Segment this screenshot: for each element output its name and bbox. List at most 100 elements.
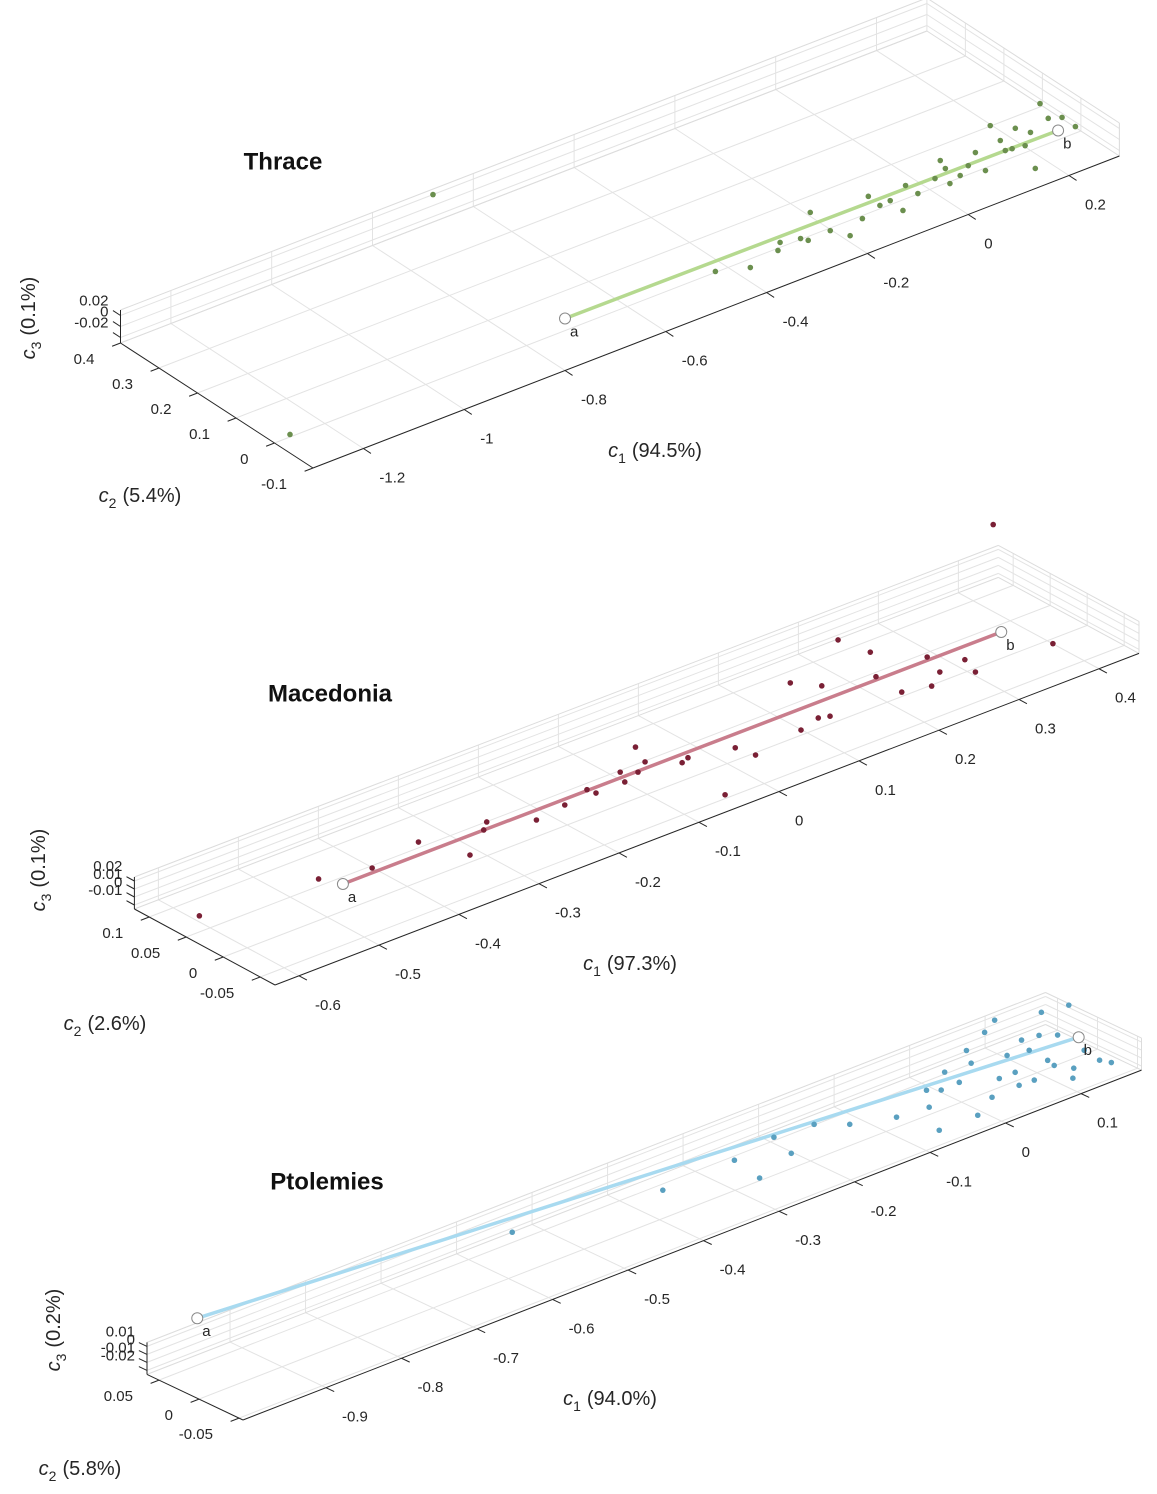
y-axis bbox=[120, 342, 314, 469]
tick-mark bbox=[698, 821, 708, 827]
point bbox=[1022, 142, 1028, 149]
tick-mark bbox=[304, 467, 314, 472]
fit-line bbox=[564, 128, 1059, 321]
point bbox=[1081, 1047, 1087, 1054]
point bbox=[787, 680, 794, 686]
point bbox=[937, 157, 944, 164]
point bbox=[722, 791, 728, 798]
point bbox=[965, 162, 972, 169]
point bbox=[815, 715, 822, 721]
x-tick-label: 0 bbox=[1022, 1144, 1030, 1161]
tick-mark bbox=[1018, 699, 1028, 705]
point bbox=[1044, 1057, 1051, 1064]
point bbox=[287, 431, 293, 438]
axis-symbol: c bbox=[43, 1361, 65, 1371]
point bbox=[893, 1114, 900, 1120]
tick-mark bbox=[463, 409, 473, 415]
grid-line bbox=[146, 1004, 1046, 1355]
grid-line bbox=[238, 868, 380, 946]
grid-line bbox=[134, 548, 999, 882]
point bbox=[797, 235, 804, 242]
tick-mark bbox=[538, 883, 548, 889]
x-tick-label: 0.2 bbox=[955, 751, 976, 768]
grid-line bbox=[238, 1067, 1138, 1419]
tick-mark bbox=[251, 976, 261, 981]
tick-mark bbox=[458, 913, 468, 920]
point bbox=[685, 754, 691, 761]
box-edge bbox=[146, 992, 1046, 1343]
point bbox=[859, 215, 866, 222]
tick-mark bbox=[618, 852, 628, 858]
point bbox=[936, 1127, 943, 1134]
box-edge bbox=[120, 30, 928, 344]
point bbox=[941, 1069, 948, 1075]
tick-mark bbox=[929, 1151, 939, 1157]
tick-mark bbox=[1098, 668, 1108, 674]
axis-percent: (97.3%) bbox=[607, 953, 677, 975]
point bbox=[827, 227, 834, 234]
point bbox=[775, 247, 781, 254]
tick-mark bbox=[552, 1298, 561, 1304]
x-tick-label: -0.5 bbox=[395, 966, 421, 983]
x-tick-label: -1.2 bbox=[379, 469, 405, 486]
point bbox=[632, 744, 639, 750]
point bbox=[865, 193, 872, 200]
grid-line bbox=[478, 776, 620, 854]
axis-subscript: 2 bbox=[74, 1023, 82, 1039]
point bbox=[818, 683, 825, 689]
axis-subscript: 1 bbox=[618, 450, 626, 466]
tick-mark bbox=[363, 448, 372, 454]
axis-symbol: c bbox=[18, 349, 40, 359]
point bbox=[902, 182, 909, 189]
tick-mark bbox=[378, 944, 388, 950]
tick-mark bbox=[265, 442, 275, 447]
box-edge bbox=[926, 30, 1120, 157]
point bbox=[480, 827, 487, 833]
point bbox=[1002, 147, 1009, 154]
point bbox=[898, 689, 905, 695]
point bbox=[1027, 129, 1034, 136]
point bbox=[1054, 1032, 1061, 1038]
axis-title: c3 (0.2%) bbox=[43, 1289, 68, 1372]
point bbox=[963, 1047, 970, 1054]
point bbox=[1004, 1052, 1010, 1059]
grid-line bbox=[158, 55, 966, 369]
x-tick-label: 0.2 bbox=[1085, 196, 1106, 213]
point bbox=[369, 865, 375, 871]
tick-mark bbox=[778, 1210, 788, 1216]
grid-line bbox=[305, 1312, 402, 1359]
y-tick-label: 0.05 bbox=[104, 1388, 133, 1405]
point bbox=[846, 1121, 853, 1128]
axis-symbol: c bbox=[608, 440, 618, 462]
tick-mark bbox=[138, 1342, 148, 1347]
endpoint bbox=[559, 312, 572, 325]
tick-mark bbox=[126, 884, 135, 890]
grid-line bbox=[775, 89, 969, 215]
point bbox=[805, 237, 812, 244]
point bbox=[990, 521, 996, 528]
axis-subscript: 1 bbox=[573, 1398, 581, 1414]
x-tick-label: -1 bbox=[480, 430, 493, 447]
x-tick-label: -0.1 bbox=[946, 1173, 972, 1190]
grid-line bbox=[682, 1165, 780, 1212]
grid-line bbox=[998, 556, 1140, 634]
box-edge bbox=[134, 576, 999, 910]
point bbox=[533, 817, 540, 823]
axis-subscript: 2 bbox=[49, 1468, 57, 1484]
axis-percent: (94.0%) bbox=[587, 1388, 657, 1410]
z-tick-label: 0.02 bbox=[93, 858, 122, 875]
y-tick-label: 0.05 bbox=[131, 945, 160, 962]
grid-line bbox=[638, 715, 780, 793]
point bbox=[1072, 123, 1079, 130]
axis-title: c2 (5.4%) bbox=[99, 485, 182, 510]
point bbox=[926, 1104, 932, 1110]
x-tick-label: -0.8 bbox=[418, 1379, 444, 1396]
chart-title: Thrace bbox=[244, 148, 323, 175]
tick-mark bbox=[858, 760, 868, 766]
axis-subscript: 3 bbox=[28, 341, 44, 349]
point bbox=[747, 264, 754, 271]
tick-mark bbox=[703, 1240, 712, 1245]
endpoint bbox=[1072, 1031, 1085, 1044]
grid-line bbox=[134, 556, 999, 890]
axis-title: c1 (94.0%) bbox=[563, 1388, 657, 1413]
